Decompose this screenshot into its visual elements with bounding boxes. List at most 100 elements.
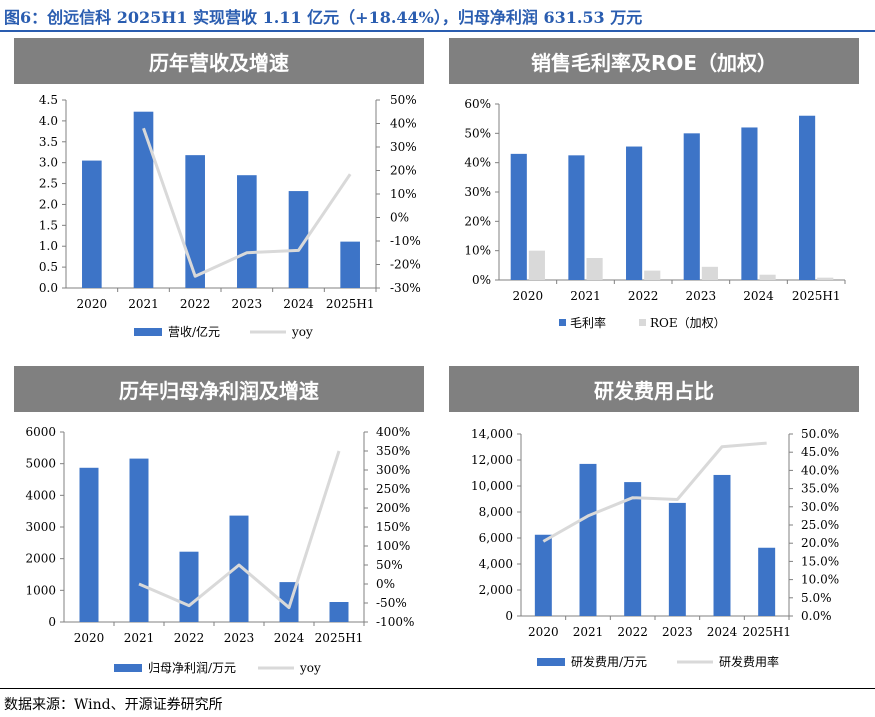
profit-legend-line-label: yoy xyxy=(299,661,321,675)
rnd-legend-line-label: 研发费用率 xyxy=(719,654,779,669)
profit-panel-title: 历年归母净利润及增速 xyxy=(14,366,424,412)
revenue-left-tick-label: 0.5 xyxy=(39,260,58,274)
rnd-yoy-line xyxy=(542,441,767,543)
margin-bar-roe xyxy=(817,277,834,280)
profit-right-tick-label: 350% xyxy=(376,444,410,458)
margin-panel-title: 销售毛利率及ROE（加权） xyxy=(449,38,859,84)
revenue-left-tick-label: 4.5 xyxy=(39,93,58,107)
profit-right-tick-label: 150% xyxy=(376,520,410,534)
margin-bar-roe xyxy=(701,266,718,280)
revenue-x-tick-label: 2024 xyxy=(283,297,314,311)
margin-x-tick-label: 2020 xyxy=(513,289,544,303)
profit-left-tick-label: 4000 xyxy=(25,488,56,502)
margin-bar-roe xyxy=(528,250,545,280)
profit-x-tick-label: 2021 xyxy=(124,631,155,645)
rnd-x-tick-label: 2024 xyxy=(707,625,738,639)
rnd-left-tick-label: 0 xyxy=(505,609,513,623)
rnd-left-tick-label: 14,000 xyxy=(471,427,513,441)
rnd-bar xyxy=(624,482,642,616)
margin-bar-gross-margin xyxy=(568,155,585,280)
profit-left-tick-label: 5000 xyxy=(25,457,56,471)
profit-legend-bar-label: 归母净利润/万元 xyxy=(148,661,236,675)
rnd-right-tick-label: 35.0% xyxy=(801,482,839,496)
profit-left-tick-label: 6000 xyxy=(25,425,56,439)
rnd-left-tick-label: 4,000 xyxy=(479,557,513,571)
rnd-right-tick-label: 5.0% xyxy=(801,591,832,605)
margin-x-tick-label: 2021 xyxy=(570,289,601,303)
margin-left-tick-label: 30% xyxy=(464,185,491,199)
profit-x-tick-label: 2022 xyxy=(174,631,205,645)
profit-right-tick-label: 250% xyxy=(376,482,410,496)
revenue-bar xyxy=(237,175,257,288)
rnd-chart: 0 2,000 4,000 6,000 8,000 10,000 12,000 14,000 0… xyxy=(471,427,839,669)
source-note: 数据来源：Wind、开源证券研究所 xyxy=(4,697,223,713)
rnd-right-tick-label: 0.0% xyxy=(801,609,832,623)
revenue-x-tick-label: 2021 xyxy=(128,297,159,311)
profit-right-tick-label: 50% xyxy=(376,558,403,572)
revenue-bar xyxy=(185,155,205,288)
revenue-x-tick-label: 2020 xyxy=(77,297,108,311)
revenue-left-tick-label: 4.0 xyxy=(39,114,58,128)
margin-x-tick-label: 2022 xyxy=(628,289,659,303)
rnd-bar xyxy=(579,463,597,616)
profit-chart: 0 1000 2000 3000 4000 5000 6000 -100% -50% 0% 50% 1… xyxy=(25,425,414,675)
rnd-x-tick-label: 2023 xyxy=(662,625,693,639)
profit-left-tick-label: 0 xyxy=(48,615,56,629)
profit-bar xyxy=(329,602,349,622)
profit-yoy-line xyxy=(138,450,341,610)
margin-left-tick-label: 40% xyxy=(464,156,491,170)
rnd-right-tick-label: 25.0% xyxy=(801,518,839,532)
profit-panel: 历年归母净利润及增速 0 1000 2000 3000 4000 5000 6000 -100… xyxy=(14,366,424,684)
profit-right-tick-label: -100% xyxy=(376,615,414,629)
rnd-right-tick-label: 15.0% xyxy=(801,554,839,568)
profit-legend-bar-swatch xyxy=(114,664,142,672)
profit-left-tick-label: 2000 xyxy=(25,552,56,566)
revenue-left-tick-label: 1.5 xyxy=(39,218,58,232)
rnd-x-tick-label: 2025H1 xyxy=(742,625,791,639)
margin-panel: 销售毛利率及ROE（加权） 0% 10% 20% 30% 40% 50% 60% 2020 20… xyxy=(449,38,859,348)
revenue-left-tick-label: 3.0 xyxy=(39,156,58,170)
source-rule xyxy=(0,688,875,689)
revenue-panel: 历年营收及增速 0.0 0.5 1.0 1.5 2.0 2.5 3.0 3.5 4.0 4.5 -3… xyxy=(14,38,424,348)
profit-bar xyxy=(179,551,199,622)
margin-legend-label-0: 毛利率 xyxy=(570,315,606,330)
revenue-right-tick-label: -30% xyxy=(390,281,421,295)
rnd-panel-title: 研发费用占比 xyxy=(449,366,859,412)
revenue-right-tick-label: 20% xyxy=(390,164,417,178)
rnd-right-tick-label: 50.0% xyxy=(801,427,839,441)
margin-left-tick-label: 0% xyxy=(472,273,491,287)
rnd-legend-bar-swatch xyxy=(537,658,565,666)
rnd-bar xyxy=(534,534,552,616)
rnd-legend-bar-label: 研发费用/万元 xyxy=(571,654,647,669)
profit-bar xyxy=(79,467,99,622)
margin-legend-label-1: ROE（加权） xyxy=(650,316,726,330)
rnd-x-tick-label: 2020 xyxy=(528,625,559,639)
revenue-bar xyxy=(288,191,309,288)
revenue-x-tick-label: 2023 xyxy=(232,297,263,311)
margin-bar-roe xyxy=(644,270,661,280)
revenue-bar xyxy=(82,160,102,288)
rnd-left-tick-label: 8,000 xyxy=(479,505,513,519)
margin-left-tick-label: 60% xyxy=(464,97,491,111)
revenue-bar xyxy=(133,111,154,288)
margin-left-tick-label: 10% xyxy=(464,244,491,258)
margin-legend-swatch-1 xyxy=(639,319,646,326)
profit-bar xyxy=(129,458,149,622)
revenue-left-tick-label: 2.5 xyxy=(39,177,58,191)
revenue-yoy-line xyxy=(142,127,352,278)
margin-x-tick-label: 2024 xyxy=(743,289,774,303)
margin-bar-roe xyxy=(586,258,603,280)
rnd-left-tick-label: 12,000 xyxy=(471,453,513,467)
profit-left-tick-label: 1000 xyxy=(25,583,56,597)
figure-title: 图6：创远信科 2025H1 实现营收 1.11 亿元（+18.44%），归母净… xyxy=(4,8,643,27)
margin-legend-swatch-0 xyxy=(559,319,566,326)
margin-bar-gross-margin xyxy=(741,127,758,280)
profit-left-tick-label: 3000 xyxy=(25,520,56,534)
rnd-bar xyxy=(758,547,776,616)
revenue-left-tick-label: 2.0 xyxy=(39,197,58,211)
margin-bar-roe xyxy=(759,274,776,280)
margin-bar-gross-margin xyxy=(626,146,643,280)
revenue-x-tick-label: 2025H1 xyxy=(326,297,375,311)
revenue-right-tick-label: 10% xyxy=(390,187,417,201)
rnd-bar xyxy=(713,474,731,616)
